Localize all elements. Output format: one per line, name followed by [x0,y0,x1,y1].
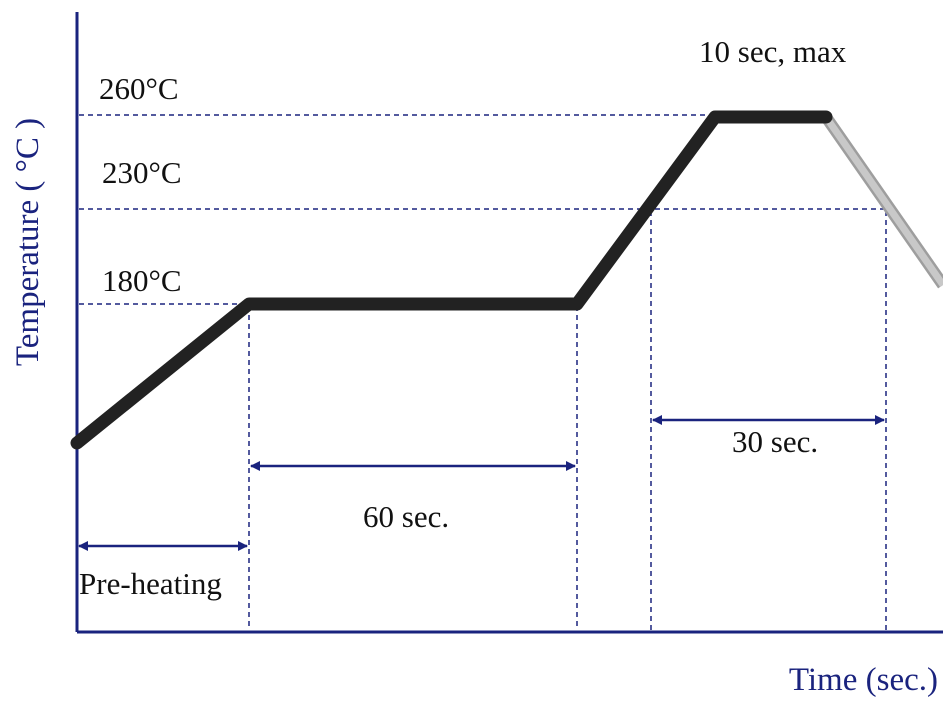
label-peak-hold: 10 sec, max [699,34,847,69]
y-axis-label: Temperature ( °C ) [10,118,46,366]
profile-cooling-fill [823,114,943,288]
label-230: 230°C [102,155,182,190]
label-soak: 60 sec. [363,499,449,534]
label-preheat: Pre-heating [79,566,222,601]
label-180: 180°C [102,263,182,298]
label-260: 260°C [99,71,179,106]
x-axis-label: Time (sec.) [789,662,938,698]
label-above-230: 30 sec. [732,424,818,459]
profile-heating [70,110,833,450]
